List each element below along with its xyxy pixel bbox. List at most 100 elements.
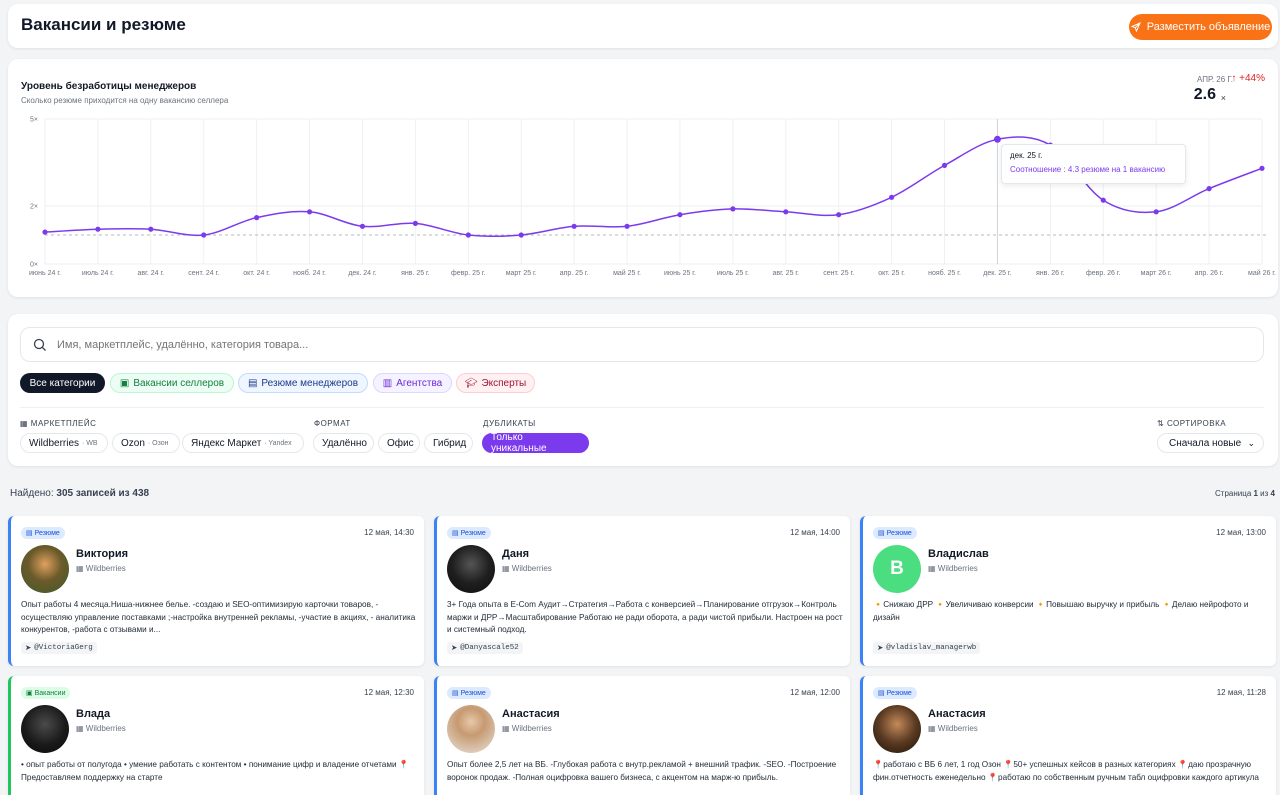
document-icon: ▤ [452, 530, 459, 537]
x-tick-label: май 25 г. [613, 269, 641, 277]
data-point [359, 223, 366, 229]
data-point [254, 215, 260, 221]
listing-type-label: Резюме [460, 529, 486, 537]
document-icon: ▤ [878, 690, 885, 697]
listing-name[interactable]: Анастасия [502, 708, 560, 720]
chart-value-unit: × [1220, 93, 1226, 103]
avatar [21, 705, 69, 753]
x-tick-label: сент. 25 г. [823, 270, 854, 277]
listing-type-badge: ▤ Резюме [873, 687, 917, 699]
telegram-handle[interactable]: ➤ @vladislav_managerwb [873, 642, 981, 654]
format-filter-label: ФОРМАТ [314, 419, 351, 428]
listing-name[interactable]: Влада [76, 708, 111, 720]
listing-type-label: Резюме [460, 689, 486, 697]
send-icon [1130, 22, 1141, 32]
y-tick-label: 2× [30, 204, 38, 211]
arrow-up-icon: ↑ [1231, 73, 1237, 84]
category-vacancies[interactable]: ▣ Вакансии селлеров [110, 373, 234, 393]
avatar: В [873, 545, 921, 593]
store-icon: ▦ [76, 724, 84, 733]
listing-description: 📍работаю с ВБ 6 лет, 1 год Озон 📍50+ усп… [873, 760, 1259, 782]
listing-name[interactable]: Анастасия [928, 708, 986, 720]
listing-card[interactable]: ▤ Резюме 12 мая, 11:28 Анастасия ▦ Wildbe… [860, 676, 1276, 795]
x-tick-label: апр. 26 г. [1195, 270, 1224, 277]
send-icon: ➤ [877, 645, 884, 653]
data-point [95, 226, 101, 232]
listing-card[interactable]: ▤ Резюме 12 мая, 12:00 Анастасия ▦ Wildbe… [434, 676, 850, 795]
category-all-label: Все категории [29, 377, 96, 389]
x-tick-label: июль 24 г. [82, 270, 114, 277]
listing-marketplace: ▦ Wildberries [502, 564, 552, 573]
listing-name[interactable]: Владислав [928, 548, 989, 560]
listing-name[interactable]: Даня [502, 548, 530, 560]
category-experts[interactable]: 🎓︎ Эксперты [456, 373, 535, 393]
store-icon: ▦ [76, 564, 84, 573]
search-box[interactable] [20, 327, 1264, 362]
category-agencies[interactable]: ▥ Агентства [373, 373, 452, 393]
marketplace-yandex[interactable]: Яндекс Маркет · Yandex [182, 433, 304, 453]
category-all[interactable]: Все категории [20, 373, 105, 393]
listing-card[interactable]: ▣ Вакансии 12 мая, 12:30 Влада ▦ Wildberr… [8, 676, 424, 795]
x-tick-label: окт. 24 г. [243, 270, 270, 277]
x-tick-label: дек. 25 г. [983, 270, 1011, 277]
data-point [993, 135, 1001, 143]
telegram-handle[interactable]: ➤ @VictoriaGerg [21, 642, 97, 654]
store-icon: ▦ [502, 564, 510, 573]
marketplace-wildberries[interactable]: Wildberries · WB [20, 433, 108, 453]
store-icon: ▦ [502, 724, 510, 733]
chart-title: Уровень безработицы менеджеров [21, 81, 197, 92]
format-hybrid[interactable]: Гибрид [424, 433, 473, 453]
avatar-initial: В [890, 558, 904, 579]
briefcase-icon: ▣ [26, 690, 33, 697]
x-tick-label: авг. 24 г. [138, 270, 165, 277]
filters-card: Все категории ▣ Вакансии селлеров ▤ Резю… [8, 314, 1278, 466]
listing-marketplace-name: Wildberries [511, 564, 552, 573]
document-icon: ▤ [452, 690, 459, 697]
format-office[interactable]: Офис [378, 433, 420, 453]
listing-card[interactable]: ▤ Резюме 12 мая, 14:00 Даня ▦ Wildberries… [434, 516, 850, 666]
listing-description: Опыт работы 4 месяца.Ниша-нижнее белье. … [21, 600, 416, 634]
listing-marketplace-name: Wildberries [85, 724, 126, 733]
x-tick-label: март 25 г. [506, 270, 537, 277]
data-point [518, 232, 524, 238]
x-tick-label: янв. 26 г. [1036, 270, 1065, 277]
marketplace-ozon[interactable]: Ozon · Озон [112, 433, 180, 453]
pagination-info: Страница 1 из 4 [1215, 489, 1275, 498]
sort-select[interactable]: Сначала новые ⌄ [1157, 433, 1264, 453]
telegram-handle[interactable]: ➤ @Danyascale52 [447, 642, 523, 654]
listing-type-label: Резюме [886, 529, 912, 537]
marketplace-filter-label-text: МАРКЕТПЛЕЙС [30, 419, 97, 428]
listing-marketplace-name: Wildberries [511, 724, 552, 733]
search-input[interactable] [57, 338, 957, 351]
sort-label: ⇅ СОРТИРОВКА [1157, 419, 1226, 428]
data-point [889, 194, 895, 200]
x-tick-label: май 26 г. [1248, 269, 1276, 277]
pagination-prefix: Страница [1215, 489, 1254, 498]
listing-type-label: Резюме [34, 529, 60, 537]
listing-type-badge: ▣ Вакансии [21, 687, 71, 699]
data-point [836, 212, 842, 218]
duplicates-unique-only[interactable]: Только уникальные [482, 432, 589, 454]
listing-name[interactable]: Виктория [76, 548, 129, 560]
x-tick-label: февр. 25 г. [451, 270, 486, 277]
category-resumes[interactable]: ▤ Резюме менеджеров [238, 373, 368, 393]
listing-marketplace: ▦ Wildberries [502, 724, 552, 733]
listing-type-badge: ▤ Резюме [447, 527, 491, 539]
listing-card[interactable]: ▤ Резюме 12 мая, 14:30 Виктория ▦ Wildber… [8, 516, 424, 666]
listing-date: 12 мая, 13:00 [1216, 528, 1266, 537]
format-remote[interactable]: Удалённо [313, 433, 374, 453]
avatar [447, 545, 495, 593]
data-point [624, 223, 630, 229]
listing-date: 12 мая, 14:30 [364, 528, 414, 537]
post-ad-label: Разместить объявление [1146, 21, 1271, 33]
listing-card[interactable]: ▤ Резюме 12 мая, 13:00 В Владислав ▦ Wild… [860, 516, 1276, 666]
data-point [412, 220, 418, 226]
chart-change-value: +44% [1239, 73, 1265, 84]
marketplace-ozon-sub: · Озон [147, 439, 169, 447]
marketplace-wb-sub: · WB [82, 439, 98, 447]
duplicates-filter-label: ДУБЛИКАТЫ [483, 419, 536, 428]
post-ad-button[interactable]: Разместить объявление [1129, 14, 1272, 40]
unemployment-chart-card: Уровень безработицы менеджеров Сколько р… [8, 59, 1278, 297]
avatar [447, 705, 495, 753]
listing-description: 🔸Снижаю ДРР 🔸Увеличиваю конверсии 🔸Повыш… [873, 600, 1249, 622]
